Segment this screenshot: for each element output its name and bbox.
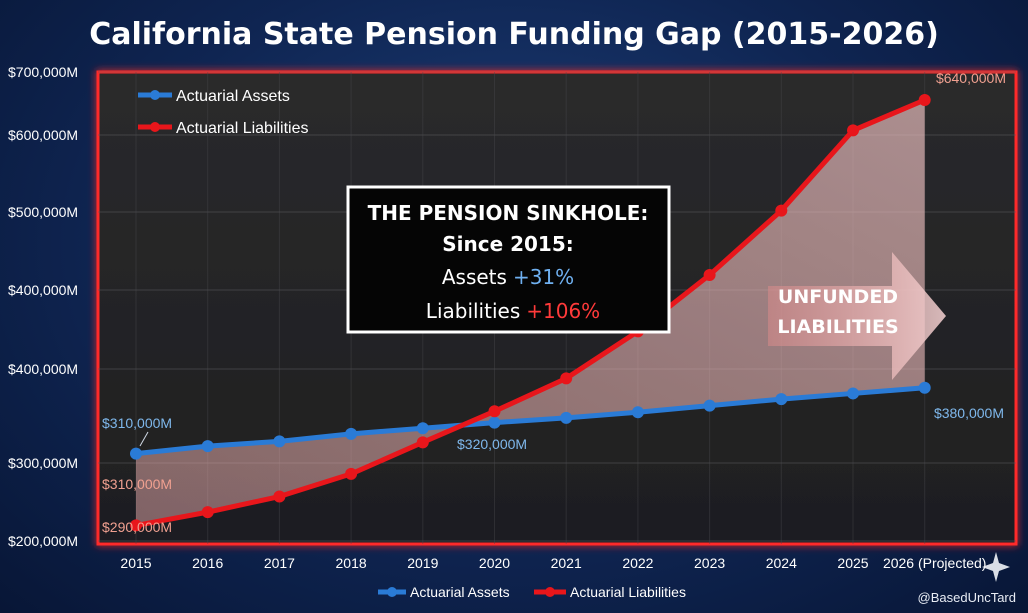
x-tick-label: 2018 xyxy=(336,555,367,571)
y-tick-label: $500,000M xyxy=(8,204,78,220)
data-point-liabilities xyxy=(488,405,501,418)
data-point-assets xyxy=(560,411,573,424)
series-line-assets xyxy=(135,385,925,457)
liab-start-label-upper: $310,000M xyxy=(102,476,172,492)
data-point-liabilities xyxy=(130,519,142,532)
credit-handle: @BasedUncTard xyxy=(918,590,1016,605)
x-tick-label: 2019 xyxy=(407,555,438,571)
crossover-label: $320,000M xyxy=(457,436,527,452)
sinkhole-box-liabilities: Liabilities +106% xyxy=(426,299,600,323)
bottom-legend-assets-label: Actuarial Assets xyxy=(410,584,510,600)
liab-end-label: $640,000M xyxy=(936,70,1006,86)
y-tick-label: $700,000M xyxy=(8,64,78,80)
y-axis-ticks: $700,000M $600,000M $500,000M $400,000M $400… xyxy=(8,64,78,549)
x-tick-label: 2023 xyxy=(694,555,725,571)
unfunded-gap-area xyxy=(136,100,925,526)
x-tick-label: 2022 xyxy=(622,555,653,571)
x-tick-label: 2016 xyxy=(192,555,223,571)
x-tick-label: 2025 xyxy=(837,555,868,571)
x-tick-label: 2015 xyxy=(120,555,151,571)
box-liab-value: +106% xyxy=(526,299,600,323)
data-point-assets xyxy=(775,393,788,406)
x-tick-label: 2024 xyxy=(766,555,797,571)
sinkhole-box-frame xyxy=(346,185,671,334)
data-point-liabilities xyxy=(416,436,429,449)
data-labels: $310,000M $310,000M $290,000M $320,000M … xyxy=(102,70,1006,535)
box-liab-label: Liabilities xyxy=(426,299,520,323)
data-point-liabilities xyxy=(345,467,358,480)
legend-assets-label: Actuarial Assets xyxy=(176,88,290,105)
asset-start-leader xyxy=(139,431,149,447)
chart-title: California State Pension Funding Gap (20… xyxy=(89,17,939,52)
data-point-assets xyxy=(130,447,142,460)
unfunded-arrow-layer xyxy=(768,252,946,380)
legend: Actuarial Assets Actuarial Liabilities xyxy=(138,88,309,137)
data-point-assets xyxy=(918,381,931,394)
data-point-assets xyxy=(273,435,286,448)
data-point-assets xyxy=(703,399,716,412)
data-point-liabilities xyxy=(918,94,931,106)
box-assets-value: +31% xyxy=(513,265,574,289)
credit-area: @BasedUncTard xyxy=(918,552,1016,605)
y-tick-label: $600,000M xyxy=(8,127,78,143)
data-point-assets xyxy=(416,422,429,435)
data-point-liabilities xyxy=(703,268,716,281)
unfunded-arrow xyxy=(768,252,946,380)
data-point-liabilities xyxy=(775,204,788,217)
data-point-assets xyxy=(631,406,644,419)
sinkhole-box-subtitle: Since 2015: xyxy=(442,232,574,256)
unfunded-label-line1: UNFUNDED xyxy=(778,286,898,308)
data-point-assets xyxy=(345,427,358,440)
x-tick-label: 2017 xyxy=(264,555,295,571)
data-point-liabilities xyxy=(560,372,573,385)
x-tick-label: 2020 xyxy=(479,555,510,571)
asset-start-label: $310,000M xyxy=(102,415,172,431)
y-tick-label: $200,000M xyxy=(8,533,78,549)
legend-liab-label: Actuarial Liabilities xyxy=(176,120,309,137)
data-point-liabilities xyxy=(847,124,859,137)
liab-start-label-lower: $290,000M xyxy=(102,519,172,535)
sparkle-icon xyxy=(982,552,1010,582)
data-point-liabilities xyxy=(273,490,286,503)
x-tick-label: 2021 xyxy=(551,555,582,571)
y-tick-label: $400,000M xyxy=(8,282,78,298)
legend-assets-marker xyxy=(150,90,160,100)
bottom-legend-liab-label: Actuarial Liabilities xyxy=(570,584,686,600)
series-line-liabilities xyxy=(135,97,926,528)
asset-end-label: $380,000M xyxy=(934,405,1004,421)
data-point-assets xyxy=(201,440,214,453)
data-point-assets xyxy=(847,387,859,400)
series-layer xyxy=(130,94,931,532)
bottom-legend-liab-marker xyxy=(545,587,555,597)
y-tick-label: $300,000M xyxy=(8,455,78,471)
sinkhole-box-title: THE PENSION SINKHOLE: xyxy=(368,201,649,225)
sinkhole-box-assets: Assets +31% xyxy=(442,265,574,289)
unfunded-label-line2: LIABILITIES xyxy=(777,316,898,338)
x-axis-ticks: 2015 2016 2017 2018 2019 2020 2021 2022 2023 2024… xyxy=(120,555,986,571)
x-tick-label: 2026 (Projected) xyxy=(883,555,987,571)
data-point-liabilities xyxy=(201,506,214,519)
y-tick-label: $400,000M xyxy=(8,361,78,377)
bottom-legend-assets-marker xyxy=(387,587,397,597)
box-assets-label: Assets xyxy=(442,265,507,289)
pension-sinkhole-box: THE PENSION SINKHOLE: Since 2015: Assets… xyxy=(346,185,671,334)
data-point-assets xyxy=(488,416,501,429)
legend-liab-marker xyxy=(150,122,160,132)
bottom-legend: Actuarial Assets Actuarial Liabilities xyxy=(378,584,686,600)
gap-area-layer xyxy=(136,100,925,526)
